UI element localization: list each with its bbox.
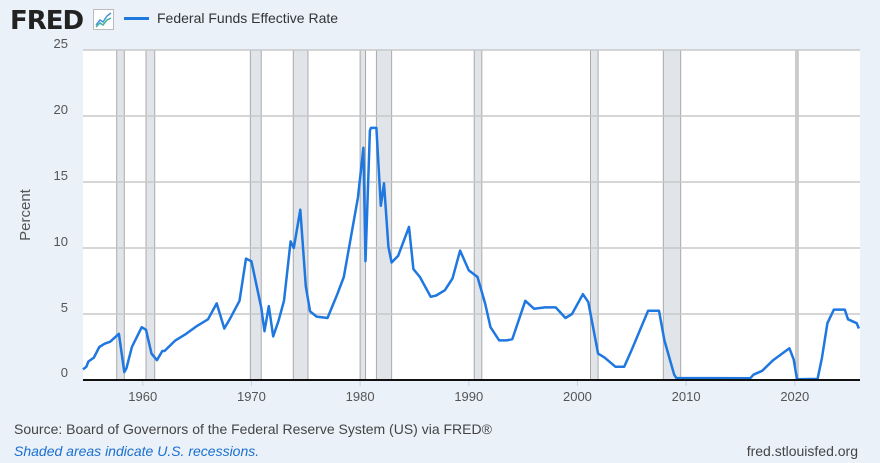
fred-logo[interactable]: FRED <box>10 6 84 36</box>
y-tick-label: 5 <box>61 300 68 315</box>
x-tick-label: 2000 <box>563 389 592 404</box>
legend: Federal Funds Effective Rate <box>124 10 338 26</box>
recession-band <box>249 49 262 381</box>
recession-note: Shaded areas indicate U.S. recessions. <box>14 443 260 459</box>
x-tick-label: 1980 <box>346 389 375 404</box>
y-tick-label: 10 <box>54 234 68 249</box>
x-tick-label: 2020 <box>780 389 809 404</box>
recession-band <box>116 49 125 381</box>
plot-area <box>83 50 860 380</box>
legend-swatch <box>124 16 149 20</box>
y-tick-label: 20 <box>54 102 68 117</box>
y-tick-label: 0 <box>61 365 68 380</box>
recession-band <box>662 49 682 381</box>
x-tick-label: 1990 <box>454 389 483 404</box>
chart: 0 5 10 15 20 25 1960 1970 1980 1990 2000 2010 2020 Pe… <box>17 36 861 404</box>
series-line <box>82 126 861 381</box>
x-tick-label: 1960 <box>128 389 157 404</box>
x-tick-label: 1970 <box>237 389 266 404</box>
recession-band <box>795 49 799 381</box>
source-text: Source: Board of Governors of the Federa… <box>14 421 492 437</box>
recession-band <box>473 49 483 381</box>
y-tick-label: 25 <box>54 36 68 51</box>
recession-band <box>375 49 393 381</box>
chart-line-icon <box>93 9 114 30</box>
y-tick-label: 15 <box>54 168 68 183</box>
x-tick-label: 2010 <box>672 389 701 404</box>
legend-label: Federal Funds Effective Rate <box>157 10 339 26</box>
site-link[interactable]: fred.stlouisfed.org <box>746 443 858 459</box>
y-axis-label: Percent <box>17 188 34 241</box>
